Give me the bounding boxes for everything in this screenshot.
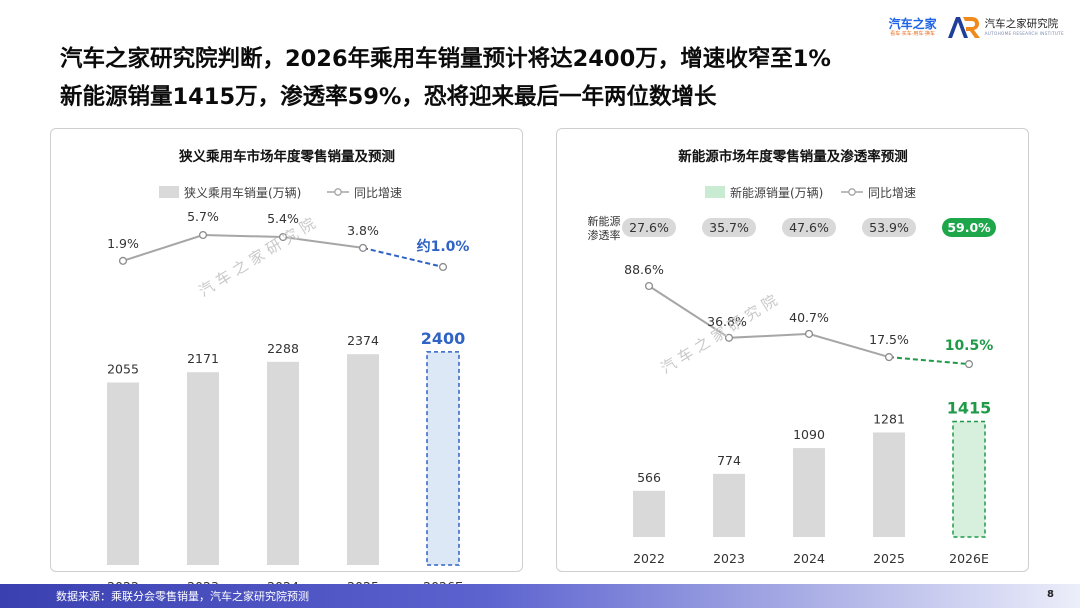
penetration-value-2024: 47.6% (789, 220, 829, 235)
autohome-logo-name: 汽车之家 (888, 16, 937, 31)
bar-2023 (187, 372, 219, 565)
legend-label-line: 同比增速 (354, 186, 402, 200)
penetration-pill-2024 (782, 218, 836, 237)
ar-logo-icon (947, 17, 980, 38)
legend-label-bar: 狭义乘用车销量(万辆) (184, 185, 301, 200)
legend-label-bar: 新能源销量(万辆) (730, 185, 823, 200)
growth-point-2025 (884, 353, 894, 362)
data-source-note: 数据来源：乘联分会零售销量，汽车之家研究院预测 (56, 590, 309, 603)
growth-point-2026E (964, 360, 974, 369)
growth-point-2025 (358, 243, 368, 252)
growth-point-2022 (118, 256, 128, 265)
chart-panel-passenger-cars: 狭义乘用车市场年度零售销量及预测狭义乘用车销量(万辆)同比增速205520222… (50, 128, 523, 594)
growth-label-2025: 3.8% (347, 223, 379, 238)
x-tick-label-2025: 2025 (873, 551, 905, 566)
bar-2022 (633, 490, 665, 537)
bar-value-label-2024: 1090 (793, 427, 825, 442)
footer-bar: 数据来源：乘联分会零售销量，汽车之家研究院预测 8 (0, 584, 1080, 608)
chart-panel-nev: 新能源市场年度零售销量及渗透率预测新能源销量(万辆) 同比增速 566 2022 774… (556, 128, 1029, 572)
bar-2025 (347, 354, 379, 565)
x-tick-label-2026E: 2026E (949, 551, 989, 566)
penetration-pill-2022 (622, 218, 676, 237)
growth-label-2024: 40.7% (789, 310, 829, 325)
x-tick-label-2022: 2022 (633, 551, 665, 566)
logo-group: 汽车之家 看车·买车·用车·换车 汽车之家研究院 AUTOHOME RESEAR… (889, 12, 1064, 42)
penetration-value-2025: 53.9% (869, 220, 909, 235)
bar-value-label-2022: 2055 (107, 362, 139, 377)
growth-label-2026E: 10.5% (945, 338, 994, 354)
growth-label-2026E: 约1.0% (417, 238, 470, 255)
watermark-text: 汽 车 之 家 研 究 院 (196, 214, 319, 300)
bar-value-label-2026E: 2400 (421, 329, 466, 348)
bar-2026E (952, 420, 986, 538)
penetration-pill-2023 (702, 218, 756, 237)
bar-value-label-2025: 1281 (873, 411, 905, 426)
passenger-car-sales-chart: 狭义乘用车市场年度零售销量及预测狭义乘用车销量(万辆)同比增速205520222… (107, 148, 470, 594)
growth-point-2023 (724, 333, 734, 342)
chart-legend: 新能源销量(万辆) 同比增速 (705, 185, 916, 200)
growth-label-2025: 17.5% (869, 332, 909, 347)
bar-2024 (267, 361, 299, 565)
x-tick-label-2024: 2024 (793, 551, 825, 566)
bar-value-label-2023: 774 (717, 453, 741, 468)
legend-marker-line (334, 188, 342, 196)
growth-label-2024: 5.4% (267, 211, 299, 226)
x-tick-label-2023: 2023 (713, 551, 745, 566)
headline: 汽车之家研究院判断，2026年乘用车销量预计将达2400万，增速收窄至1% 新能… (60, 40, 960, 116)
penetration-value-2026E: 59.0% (947, 220, 991, 235)
penetration-label-line2: 渗透率 (588, 228, 621, 242)
growth-line-actual (122, 233, 364, 262)
penetration-value-2022: 27.6% (629, 220, 669, 235)
research-institute-name: 汽车之家研究院 (984, 17, 1059, 30)
growth-point-2024 (804, 329, 814, 338)
growth-label-2023: 36.8% (707, 314, 747, 329)
bar-2025 (873, 432, 905, 537)
penetration-pill-2025 (862, 218, 916, 237)
growth-line-actual (648, 285, 890, 359)
chart-title: 狭义乘用车市场年度零售销量及预测 (178, 148, 395, 165)
growth-point-2022 (644, 281, 654, 291)
bar-2022 (107, 382, 139, 565)
growth-label-2022: 88.6% (624, 262, 664, 277)
bar-value-label-2026E: 1415 (947, 399, 992, 418)
legend-swatch-bar (159, 186, 179, 198)
bar-value-label-2024: 2288 (267, 341, 299, 356)
growth-line-forecast (362, 246, 444, 268)
penetration-pill-2026E (942, 218, 996, 237)
headline-line-2: 新能源销量1415万，渗透率59%，恐将迎来最后一年两位数增长 (60, 84, 717, 110)
research-institute-logo: 汽车之家研究院 AUTOHOME RESEARCH INSTITUTE (947, 15, 1064, 39)
bar-2024 (793, 448, 825, 537)
autohome-logo-slogan: 看车·买车·用车·换车 (890, 30, 935, 37)
growth-point-2023 (198, 230, 208, 240)
page-number: 8 (1047, 589, 1054, 600)
bar-value-label-2025: 2374 (347, 333, 379, 348)
growth-label-2023: 5.7% (187, 209, 219, 224)
growth-label-2022: 1.9% (107, 236, 139, 251)
legend-label-line: 同比增速 (868, 186, 916, 200)
bar-value-label-2023: 2171 (187, 351, 219, 366)
growth-point-2026E (438, 262, 448, 272)
chart-title: 新能源市场年度零售销量及渗透率预测 (678, 148, 908, 165)
headline-line-1: 汽车之家研究院判断，2026年乘用车销量预计将达2400万，增速收窄至1% (60, 46, 831, 72)
growth-point-2024 (278, 232, 288, 242)
chart-legend: 狭义乘用车销量(万辆) 同比增速 (159, 185, 402, 200)
penetration-label-line1: 新能源 (588, 214, 621, 228)
bar-2026E (426, 351, 460, 566)
autohome-logo: 汽车之家 看车·买车·用车·换车 (889, 17, 937, 38)
penetration-value-2023: 35.7% (709, 220, 749, 235)
research-institute-english-name: AUTOHOME RESEARCH INSTITUTE (984, 30, 1064, 36)
bar-2023 (713, 473, 745, 537)
legend-swatch-bar (705, 186, 725, 198)
legend-marker-line (848, 188, 856, 196)
growth-line-forecast (888, 356, 970, 366)
bar-value-label-2022: 566 (637, 470, 661, 485)
